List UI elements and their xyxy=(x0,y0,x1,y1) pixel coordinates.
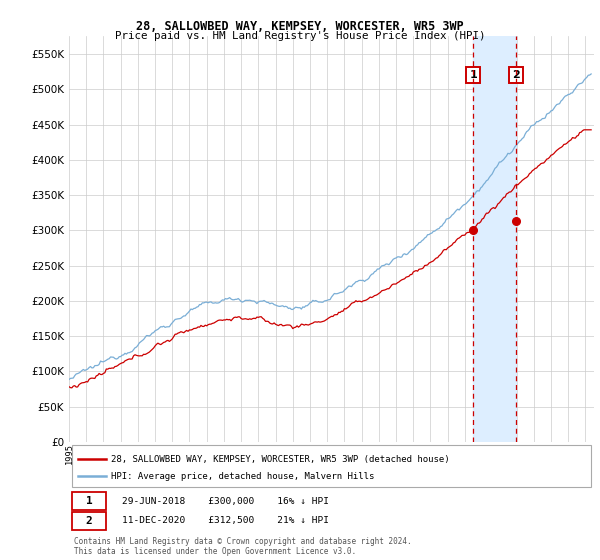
Text: 28, SALLOWBED WAY, KEMPSEY, WORCESTER, WR5 3WP (detached house): 28, SALLOWBED WAY, KEMPSEY, WORCESTER, W… xyxy=(111,455,449,464)
Text: Price paid vs. HM Land Registry's House Price Index (HPI): Price paid vs. HM Land Registry's House … xyxy=(115,31,485,41)
Text: 1: 1 xyxy=(86,496,92,506)
Text: 11-DEC-2020    £312,500    21% ↓ HPI: 11-DEC-2020 £312,500 21% ↓ HPI xyxy=(121,516,329,525)
Text: 2: 2 xyxy=(86,516,92,526)
Text: Contains HM Land Registry data © Crown copyright and database right 2024.: Contains HM Land Registry data © Crown c… xyxy=(74,537,412,546)
Bar xyxy=(473,36,515,442)
Text: 1: 1 xyxy=(469,70,477,80)
Text: 2: 2 xyxy=(512,70,520,80)
FancyBboxPatch shape xyxy=(71,492,106,510)
Text: 28, SALLOWBED WAY, KEMPSEY, WORCESTER, WR5 3WP: 28, SALLOWBED WAY, KEMPSEY, WORCESTER, W… xyxy=(136,20,464,32)
Text: HPI: Average price, detached house, Malvern Hills: HPI: Average price, detached house, Malv… xyxy=(111,472,374,480)
Text: 29-JUN-2018    £300,000    16% ↓ HPI: 29-JUN-2018 £300,000 16% ↓ HPI xyxy=(121,497,329,506)
FancyBboxPatch shape xyxy=(71,445,592,487)
FancyBboxPatch shape xyxy=(71,512,106,530)
Text: This data is licensed under the Open Government Licence v3.0.: This data is licensed under the Open Gov… xyxy=(74,547,356,556)
